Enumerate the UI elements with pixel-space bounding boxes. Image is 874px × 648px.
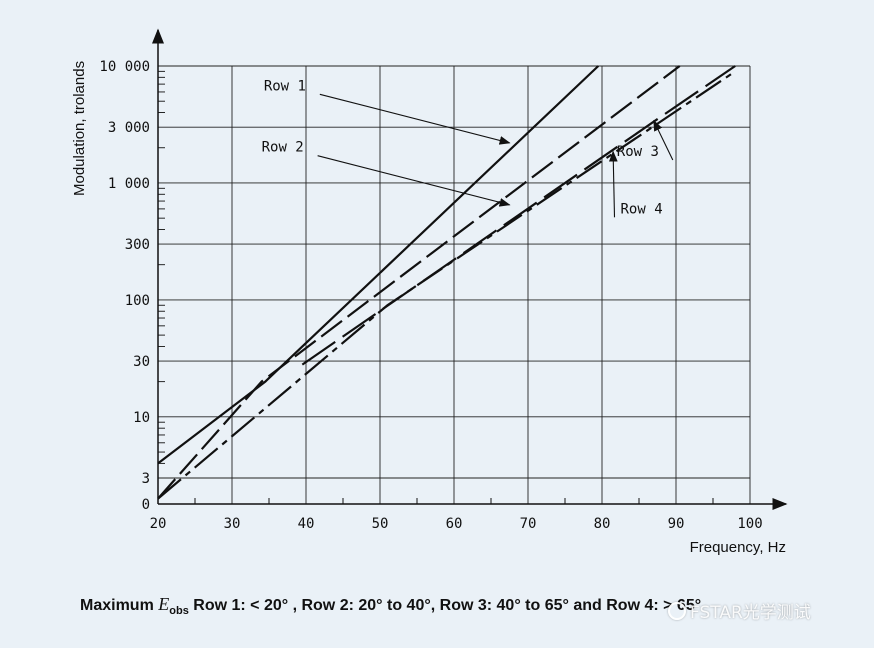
caption-prefix: Maximum [80, 597, 159, 614]
y-tick-label: 10 [133, 410, 150, 426]
x-tick-label: 60 [446, 516, 463, 532]
annotation-label: Row 3 [617, 144, 659, 160]
series-line-row-3 [301, 65, 736, 366]
annotation-arrow [608, 150, 618, 218]
caption-text: Row 1: < 20° , Row 2: 20° to 40°, Row 3:… [188, 597, 702, 614]
caption-symbol: E [158, 594, 170, 614]
watermark-text: FSTAR光学测试 [690, 603, 811, 623]
y-tick-label: 100 [125, 293, 150, 309]
wechat-icon [668, 601, 686, 620]
chart: 20 30 40 50 60 70 80 90 100 0 3 10 30 100 300 1 000 3 00… [71, 28, 788, 556]
y-tick-label: 10 000 [99, 59, 150, 75]
x-tick-label: 80 [594, 516, 611, 532]
y-tick-label: 1 000 [108, 176, 150, 192]
x-tick-label: 40 [298, 516, 315, 532]
x-tick-label: 20 [150, 516, 167, 532]
y-axis-title: Modulation, trolands [71, 61, 88, 196]
x-tick-label: 30 [224, 516, 241, 532]
series-line-row-4 [157, 70, 736, 500]
series-line-row-2 [157, 65, 681, 500]
series-line-row-1 [157, 65, 600, 465]
annotation-arrow [317, 155, 511, 207]
annotation-label: Row 4 [621, 201, 663, 217]
watermark: FSTAR光学测试 [668, 598, 811, 623]
x-tick-label: 50 [372, 516, 389, 532]
x-tick-label: 100 [737, 516, 762, 532]
caption: Maximum Eobs Row 1: < 20° , Row 2: 20° t… [80, 594, 701, 617]
x-tick-label: 90 [668, 516, 685, 532]
y-tick-label: 30 [133, 354, 150, 370]
y-tick-label: 3 000 [108, 120, 150, 136]
annotation-arrow [319, 93, 511, 145]
annotation-arrow [653, 119, 674, 161]
annotation-label: Row 2 [262, 140, 304, 156]
y-tick-label: 3 [142, 471, 150, 487]
x-tick-label: 70 [520, 516, 537, 532]
caption-subscript: obs [169, 605, 189, 618]
y-tick-label: 300 [125, 237, 150, 253]
x-axis-title: Frequency, Hz [690, 539, 786, 556]
annotation-label: Row 1 [264, 78, 306, 94]
y-tick-label: 0 [142, 497, 150, 513]
